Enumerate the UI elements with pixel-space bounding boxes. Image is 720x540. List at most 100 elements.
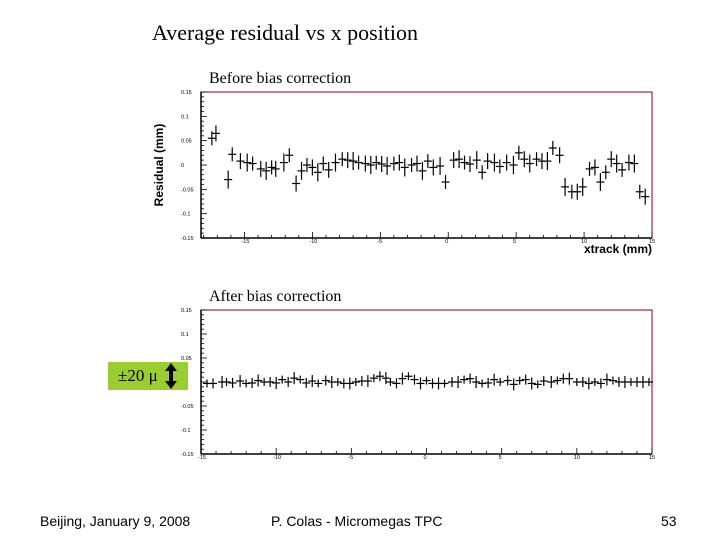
- data-point: [224, 170, 233, 189]
- data-point: [515, 376, 524, 385]
- data-point: [279, 153, 288, 172]
- data-point: [533, 380, 542, 389]
- data-point: [440, 379, 449, 388]
- y-tick-label: -0.15: [181, 452, 194, 458]
- data-point: [272, 376, 281, 389]
- range-annotation-badge: ±20 μ: [108, 362, 188, 390]
- data-point: [254, 374, 263, 387]
- data-point: [407, 158, 416, 172]
- data-point: [262, 161, 271, 180]
- data-point: [472, 376, 481, 388]
- data-point: [561, 177, 570, 196]
- footer-author: P. Colas - Micromegas TPC: [271, 513, 443, 529]
- double-arrow-icon: [165, 363, 177, 389]
- data-point: [207, 131, 216, 146]
- data-point: [607, 151, 616, 168]
- page-number: 53: [661, 513, 677, 529]
- data-point: [248, 156, 257, 171]
- data-point: [392, 378, 401, 389]
- data-point: [532, 152, 541, 167]
- data-point: [466, 373, 475, 384]
- data-point: [278, 375, 287, 384]
- data-point: [372, 155, 381, 170]
- data-point: [608, 376, 617, 385]
- data-point: [381, 372, 390, 385]
- data-point: [314, 379, 323, 388]
- data-point: [389, 156, 398, 171]
- x-tick-label: 10: [581, 239, 587, 245]
- x-tick-label: -15: [241, 239, 249, 245]
- y-tick-label: 0.05: [181, 356, 192, 362]
- data-point: [236, 375, 245, 388]
- data-point: [641, 188, 650, 205]
- data-point: [292, 175, 301, 192]
- data-point: [236, 153, 245, 170]
- data-point: [590, 159, 599, 176]
- data-point: [321, 375, 330, 386]
- data-point: [584, 377, 593, 390]
- x-tick-label: -15: [198, 455, 206, 461]
- range-annotation-label: ±20 μ: [118, 366, 158, 385]
- data-point: [404, 372, 413, 381]
- slide-title: Average residual vs x position: [152, 20, 418, 45]
- data-point: [565, 372, 574, 385]
- data-point: [351, 378, 360, 386]
- data-point: [602, 373, 611, 386]
- data-point: [460, 375, 469, 384]
- data-point: [422, 376, 431, 385]
- x-tick-label: 15: [649, 455, 655, 461]
- data-point: [465, 156, 474, 173]
- data-point: [395, 154, 404, 171]
- y-tick-label: -0.15: [181, 236, 194, 242]
- data-point: [547, 376, 556, 388]
- y-axis-label: Residual (mm): [152, 124, 166, 207]
- data-point: [375, 371, 384, 382]
- x-axis-label: xtrack (mm): [584, 242, 652, 256]
- y-tick-label: -0.05: [181, 404, 194, 410]
- data-point: [509, 378, 518, 391]
- data-point: [455, 150, 464, 169]
- plot2-title: After bias correction: [209, 288, 342, 305]
- data-point: [543, 152, 552, 171]
- data-point: [228, 147, 237, 162]
- data-point: [338, 152, 347, 167]
- plot1-title: Before bias correction: [209, 70, 352, 87]
- data-point: [578, 377, 587, 387]
- data-point: [441, 175, 450, 190]
- data-point: [521, 374, 530, 385]
- data-point: [343, 152, 352, 169]
- data-point: [349, 152, 358, 171]
- data-point: [436, 156, 445, 175]
- y-tick-label: -0.1: [181, 428, 190, 434]
- data-point: [209, 378, 218, 389]
- y-tick-label: 0.05: [181, 139, 192, 145]
- data-point: [248, 377, 257, 388]
- data-point: [363, 375, 372, 388]
- data-point: [585, 161, 594, 176]
- data-point: [525, 154, 534, 173]
- data-point: [612, 154, 621, 173]
- x-tick-label: 5: [499, 455, 502, 461]
- data-point: [333, 378, 342, 386]
- data-point: [503, 375, 512, 386]
- data-point: [490, 153, 499, 172]
- y-tick-label: 0.1: [181, 114, 189, 120]
- data-point: [429, 159, 438, 176]
- x-tick-label: -5: [377, 239, 382, 245]
- data-point: [383, 156, 392, 175]
- y-tick-label: 0.1: [181, 332, 189, 338]
- data-point: [313, 163, 322, 182]
- data-point: [361, 155, 370, 172]
- y-tick-label: 0.15: [181, 308, 192, 314]
- data-point: [578, 177, 587, 196]
- data-point: [386, 378, 395, 386]
- y-tick-label: -0.05: [181, 187, 194, 193]
- x-tick-label: -5: [348, 455, 353, 461]
- data-point: [302, 158, 311, 172]
- data-point: [539, 376, 548, 387]
- data-point: [290, 372, 299, 385]
- data-point: [271, 160, 280, 177]
- data-point: [553, 376, 562, 385]
